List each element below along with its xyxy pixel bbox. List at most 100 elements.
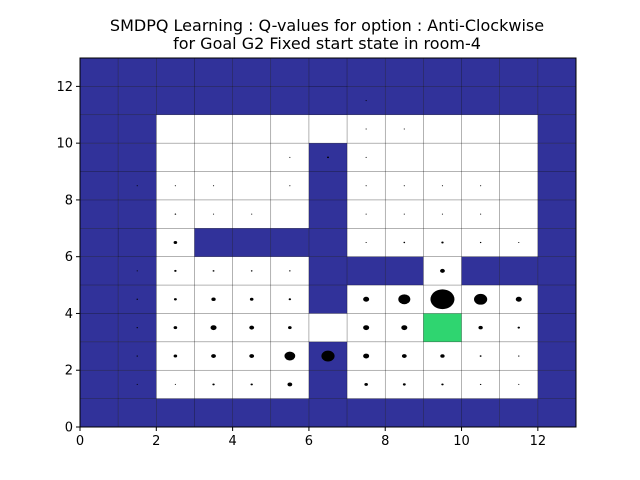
wall-cell (80, 58, 119, 87)
q-value-marker (250, 270, 253, 272)
wall-cell (537, 58, 576, 87)
q-value-marker (173, 326, 178, 330)
q-value-marker (440, 268, 445, 273)
wall-cell (156, 398, 195, 427)
q-value-marker (479, 355, 482, 357)
wall-cell (118, 199, 157, 229)
wall-cell (194, 58, 233, 87)
q-value-markers (136, 100, 522, 387)
wall-cell (537, 171, 576, 200)
wall-cell (80, 171, 119, 200)
wall-cell (80, 199, 119, 229)
q-value-marker (441, 241, 444, 244)
wall-cell (537, 256, 576, 286)
wall-cell (385, 86, 424, 115)
q-value-marker (479, 241, 482, 244)
q-value-marker (136, 383, 138, 385)
q-value-marker (403, 213, 405, 215)
wall-cell (80, 114, 119, 144)
goal-cell (423, 313, 462, 342)
wall-cell (80, 143, 119, 172)
x-tick-label: 0 (76, 434, 84, 449)
wall-cell (80, 398, 119, 427)
chart-title-line-2: for Goal G2 Fixed start state in room-4 (173, 34, 481, 53)
q-value-marker (401, 354, 407, 359)
wall-cell (537, 285, 576, 314)
wall-cell (156, 86, 195, 115)
wall-cell (80, 228, 119, 257)
x-tick-label: 6 (305, 434, 313, 449)
q-value-marker (211, 297, 216, 302)
q-value-marker (365, 100, 367, 102)
wall-cell (499, 86, 538, 115)
q-value-marker (173, 298, 177, 301)
x-axis-ticks: 0 2 4 6 8 10 12 (76, 427, 546, 449)
wall-cell (80, 285, 119, 314)
q-value-marker (249, 325, 255, 330)
q-value-marker (518, 355, 520, 357)
wall-cell (232, 86, 271, 115)
chart-title-line-1: SMDPQ Learning : Q-values for option : A… (110, 16, 544, 35)
q-value-marker (401, 325, 408, 331)
wall-cell (232, 58, 271, 87)
wall-cell (347, 398, 386, 427)
q-value-marker (518, 242, 520, 243)
q-value-marker (174, 269, 177, 272)
wall-cell (461, 86, 500, 115)
wall-cell (537, 341, 576, 371)
plot-frame (79, 57, 577, 428)
wall-cell (385, 58, 424, 87)
wall-cell (308, 285, 348, 314)
x-tick-label: 4 (228, 434, 236, 449)
q-value-marker (365, 185, 367, 187)
wall-cell (423, 398, 462, 427)
wall-cell (270, 86, 309, 115)
q-value-marker (515, 296, 522, 302)
wall-cell (537, 143, 576, 172)
wall-cell (499, 256, 538, 286)
wall-cell (499, 398, 538, 427)
wall-cell (80, 341, 119, 371)
q-value-marker (136, 355, 138, 357)
wall-cell (308, 199, 348, 229)
y-tick-label: 0 (65, 421, 73, 436)
q-value-marker (364, 382, 368, 386)
y-tick-label: 12 (56, 80, 73, 95)
q-value-marker (365, 128, 367, 130)
q-value-marker (210, 325, 217, 331)
wall-cell (118, 86, 157, 115)
q-value-marker (480, 185, 482, 187)
q-value-marker (398, 294, 411, 305)
q-value-marker (474, 293, 488, 305)
q-value-marker (288, 298, 292, 301)
q-value-marker (249, 297, 254, 301)
wall-cell (537, 86, 576, 115)
q-value-marker (289, 185, 291, 187)
q-value-marker (517, 326, 520, 329)
q-value-marker (440, 354, 445, 358)
q-value-marker (365, 213, 367, 215)
wall-cell (308, 398, 348, 427)
q-value-marker (212, 185, 215, 187)
q-value-marker (173, 241, 178, 244)
q-value-marker (327, 156, 329, 159)
wall-cell (423, 58, 462, 87)
q-value-marker (441, 185, 444, 187)
q-value-marker (174, 185, 176, 187)
wall-cell (308, 228, 348, 257)
wall-cell (385, 256, 424, 286)
wall-cell (118, 228, 157, 257)
x-tick-label: 10 (453, 434, 470, 449)
q-value-marker (363, 353, 370, 359)
wall-cell (537, 313, 576, 342)
x-tick-label: 2 (152, 434, 160, 449)
wall-cell (537, 199, 576, 229)
q-value-marker (136, 327, 138, 329)
wall-cell (80, 370, 119, 399)
wall-cell (80, 86, 119, 115)
wall-cell (232, 228, 271, 257)
q-value-marker (403, 241, 406, 244)
wall-cell (118, 143, 157, 172)
y-tick-label: 10 (56, 137, 73, 152)
